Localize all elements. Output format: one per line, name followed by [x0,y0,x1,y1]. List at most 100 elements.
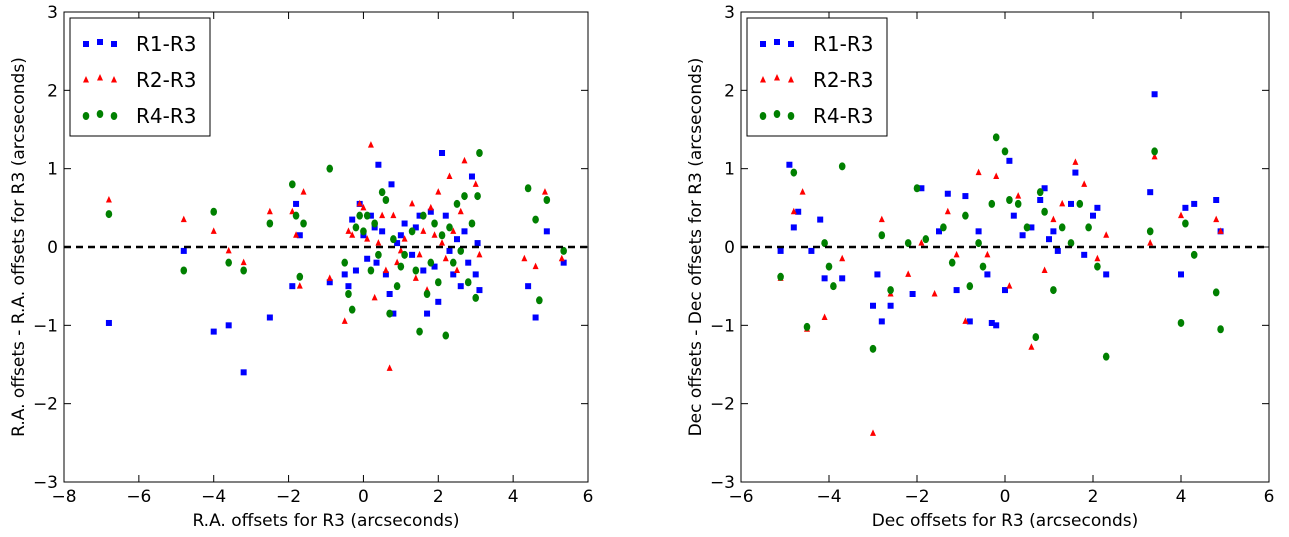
data-point [1006,196,1013,204]
data-point [1081,251,1088,258]
data-point [984,250,991,258]
data-point [799,188,806,195]
data-point [913,184,921,193]
data-point [472,293,480,302]
data-point [266,219,274,228]
x-tick-label: 4 [508,487,519,507]
data-point [1041,185,1048,192]
data-point [289,207,296,215]
data-point [1050,286,1057,295]
data-point [1090,212,1096,219]
data-point [435,188,442,195]
data-point [240,369,247,376]
data-point [375,161,382,168]
data-point [1094,262,1101,271]
data-point [349,216,356,223]
data-point [289,180,296,189]
data-point [427,258,435,267]
data-point [296,272,304,281]
data-point [457,283,464,290]
data-point [838,162,846,171]
legend-marker [773,110,781,118]
data-point [454,266,460,273]
data-point [1010,212,1017,219]
data-point [1014,199,1022,208]
x-tick-label: 2 [1088,487,1099,507]
y-tick-label: −2 [33,395,58,415]
data-point [266,314,273,321]
legend-box [746,17,888,137]
data-point [1085,223,1092,232]
data-point [397,262,405,271]
data-point [931,290,938,297]
data-point [870,429,876,436]
data-point [817,216,824,223]
data-point [412,266,420,275]
y-tick-label: −2 [710,395,735,415]
legend-marker [111,76,117,83]
data-point [360,227,367,236]
data-point [225,246,232,254]
data-point [1067,239,1075,248]
data-point [416,212,423,219]
x-tick-label: 0 [1000,487,1011,507]
y-tick-label: 1 [724,160,735,180]
data-point [394,240,401,247]
x-tick-label: −2 [904,487,929,507]
legend-marker [96,110,104,118]
data-point [289,283,296,290]
data-point [394,258,401,266]
data-point [180,215,187,223]
data-point [416,327,423,336]
y-axis-label: R.A. offsets - R.A. offsets for R3 (arcs… [9,57,29,437]
legend-marker [83,76,89,83]
data-point [1103,271,1110,278]
data-point [1059,199,1066,207]
data-point [975,239,982,248]
data-point [468,173,475,180]
data-point [1006,282,1013,289]
data-point [356,199,363,207]
data-point [105,319,112,326]
data-point [341,317,348,324]
data-point [1046,236,1052,243]
data-point [1217,227,1224,234]
legend-marker-R2-R3 [760,74,794,83]
data-point [454,236,460,243]
legend-marker-R4-R3 [759,110,795,120]
data-point [1151,152,1158,160]
data-point [386,291,393,297]
y-tick-label: 2 [724,81,735,101]
data-point [1151,91,1158,98]
data-point [427,208,434,215]
scatter-panel-2: −6 −4 −2 0 2 4 6 −3 −2 −1 0 1 2 3 Dec offsets for R3 (… [686,3,1274,531]
data-point [962,193,969,200]
data-point [292,211,300,220]
data-point [453,199,461,208]
data-point [105,210,113,219]
data-point [423,290,431,298]
legend-marker [82,112,90,120]
data-point [988,319,995,326]
data-point [472,271,479,278]
data-point [918,185,925,192]
data-point [975,168,982,176]
data-point [1072,158,1079,165]
data-point [457,207,464,215]
data-point [988,199,996,208]
y-tick-label: 0 [724,238,735,258]
data-point [966,282,974,291]
data-point [1217,325,1224,334]
data-point [1147,239,1154,246]
data-point [1102,352,1110,361]
x-tick-label: −4 [201,487,226,507]
data-point [105,196,112,203]
data-point [1028,343,1035,350]
legend-marker-R4-R3 [82,110,118,120]
legend-marker [774,39,780,45]
data-point [450,227,457,234]
x-tick-label: 6 [583,487,594,507]
data-point [1041,207,1048,216]
legend: R1-R3 R2-R3 R4-R3 [746,17,888,137]
data-point [830,282,837,291]
